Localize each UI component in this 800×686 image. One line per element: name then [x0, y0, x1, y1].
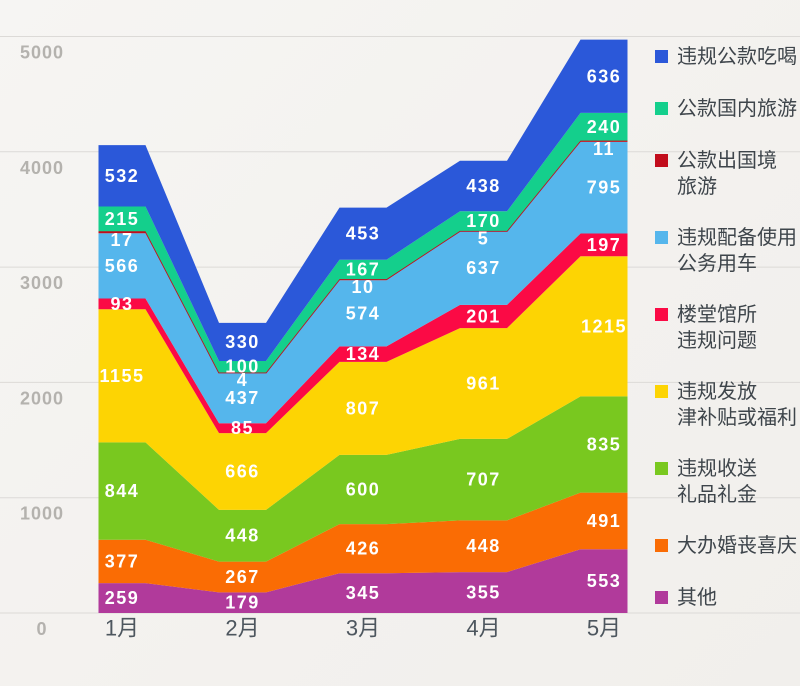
y-axis-tick: 0	[36, 619, 47, 639]
x-axis-label: 3月	[346, 616, 380, 641]
value-label-other: 259	[105, 588, 140, 608]
x-axis-label: 5月	[587, 616, 621, 641]
value-label-official-buildings: 201	[466, 307, 501, 327]
value-label-domestic-travel: 170	[466, 211, 501, 231]
value-label-gifts-money: 707	[466, 470, 501, 490]
value-label-public-funds-dining: 330	[225, 332, 260, 352]
value-label-official-buildings: 85	[231, 418, 254, 438]
value-label-weddings-funerals: 491	[587, 511, 622, 531]
value-label-other: 553	[587, 571, 622, 591]
series-area-domestic-travel	[98, 112, 628, 373]
value-label-public-funds-dining: 453	[346, 224, 381, 244]
value-label-other: 179	[225, 593, 260, 613]
x-axis-label: 4月	[466, 616, 500, 641]
value-label-public-funds-dining: 532	[105, 166, 140, 186]
value-label-official-buildings: 93	[110, 294, 133, 314]
value-label-weddings-funerals: 448	[466, 536, 501, 556]
series-area-official-buildings	[98, 233, 628, 434]
x-axis-label: 1月	[105, 616, 139, 641]
value-label-other: 355	[466, 583, 501, 603]
value-label-illegal-allowances: 1155	[99, 366, 144, 386]
series-area-other	[98, 549, 628, 613]
series-area-gifts-money	[98, 396, 628, 562]
value-label-abroad-travel: 4	[237, 370, 249, 390]
value-label-other: 345	[346, 583, 381, 603]
value-label-weddings-funerals: 267	[225, 567, 260, 587]
value-label-gifts-money: 835	[587, 435, 622, 455]
value-label-illegal-allowances: 807	[346, 398, 381, 418]
value-label-domestic-travel: 167	[346, 260, 381, 280]
value-label-domestic-travel: 215	[105, 209, 140, 229]
y-axis-tick: 4000	[20, 158, 64, 178]
value-label-official-cars: 637	[466, 258, 501, 278]
y-axis-tick: 3000	[20, 273, 64, 293]
value-label-illegal-allowances: 961	[466, 374, 501, 394]
value-label-abroad-travel: 17	[110, 230, 133, 250]
value-label-domestic-travel: 240	[587, 117, 622, 137]
value-label-abroad-travel: 10	[351, 277, 374, 297]
y-axis-tick: 5000	[20, 43, 64, 63]
value-label-abroad-travel: 11	[593, 139, 615, 159]
value-label-official-cars: 566	[105, 256, 140, 276]
y-axis-tick: 2000	[20, 388, 64, 408]
value-label-official-cars: 437	[225, 388, 260, 408]
y-axis-tick: 1000	[20, 504, 64, 524]
value-label-public-funds-dining: 636	[587, 66, 622, 86]
x-axis-label: 2月	[225, 616, 259, 641]
value-label-official-cars: 574	[346, 303, 381, 323]
series-area-illegal-allowances	[98, 256, 628, 510]
value-label-gifts-money: 844	[105, 481, 140, 501]
series-area-official-cars	[98, 141, 628, 424]
value-label-weddings-funerals: 377	[105, 551, 140, 571]
value-label-gifts-money: 600	[346, 480, 381, 500]
value-label-official-cars: 795	[587, 178, 622, 198]
value-label-abroad-travel: 5	[478, 229, 490, 249]
value-label-illegal-allowances: 1215	[581, 316, 627, 336]
series-area-weddings-funerals	[98, 492, 628, 593]
value-label-weddings-funerals: 426	[346, 539, 381, 559]
value-label-official-buildings: 134	[346, 344, 381, 364]
value-label-gifts-money: 448	[225, 526, 260, 546]
value-label-domestic-travel: 100	[225, 357, 260, 377]
series-area-public-funds-dining	[98, 39, 628, 361]
value-label-illegal-allowances: 666	[225, 462, 260, 482]
value-label-official-buildings: 197	[587, 235, 622, 255]
value-label-public-funds-dining: 438	[466, 176, 501, 196]
